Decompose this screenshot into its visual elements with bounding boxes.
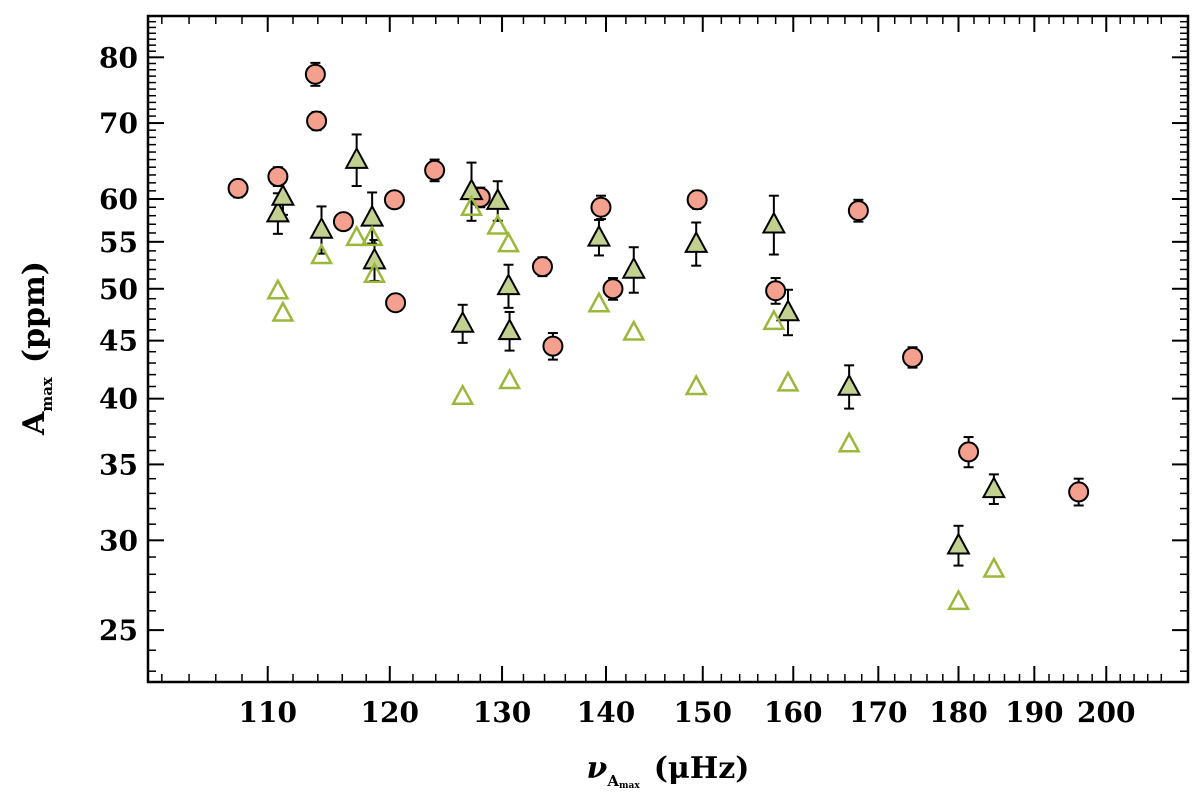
open-triangle-point	[622, 319, 646, 341]
open-triangle-point	[946, 588, 971, 611]
y-tick-label: 25	[99, 614, 138, 647]
circle-point	[847, 200, 869, 222]
circle-point	[306, 110, 328, 132]
open-triangle-point	[497, 367, 522, 390]
x-axis-label-sub: A	[606, 772, 619, 790]
x-axis-label-main: ν	[587, 751, 608, 786]
open-triangle-point	[496, 231, 521, 253]
y-tick-label: 60	[99, 183, 138, 216]
x-tick-label: 120	[361, 696, 419, 729]
circle-point	[227, 177, 249, 199]
circle-point	[765, 280, 787, 302]
open-triangle-point	[486, 213, 510, 235]
x-tick-label: 170	[849, 696, 907, 729]
x-tick-label: 180	[929, 696, 987, 729]
y-axis-label-main: A	[17, 411, 52, 436]
triangle-point	[485, 187, 510, 210]
triangle-point	[344, 146, 369, 169]
open-triangle-point	[362, 261, 387, 283]
triangle-point	[270, 183, 296, 206]
x-tick-label: 190	[1005, 696, 1063, 729]
x-tick-label: 160	[764, 696, 822, 729]
y-tick-label: 40	[99, 383, 138, 416]
open-triangle-point	[345, 224, 369, 247]
open-triangle-point	[271, 300, 295, 322]
circle-point	[686, 189, 708, 211]
circle-point	[267, 166, 289, 188]
y-tick-label: 30	[99, 524, 138, 557]
axis-ticks: 110 120 130 140 150 160 170 180 190 200 25 30 35 40 45…	[99, 16, 1188, 729]
triangle-point	[761, 211, 786, 234]
triangle-point	[586, 224, 612, 247]
open-triangle-point	[762, 308, 786, 331]
triangle-point	[837, 373, 862, 396]
triangle-point	[621, 256, 646, 279]
triangle-point	[946, 532, 971, 555]
triangle-point	[497, 317, 522, 341]
circle-point	[1068, 481, 1090, 503]
open-triangle-point	[309, 242, 334, 265]
circle-point	[385, 292, 407, 314]
y-tick-label: 55	[99, 226, 138, 259]
open-triangle-point	[837, 431, 861, 453]
x-tick-label: 150	[674, 696, 732, 729]
y-tick-label: 45	[99, 325, 138, 358]
open-triangle-point	[776, 370, 800, 392]
triangle-point	[496, 272, 521, 296]
x-axis-label-subsub: max	[619, 781, 640, 791]
circle-point	[958, 441, 980, 463]
plot-frame	[146, 14, 1190, 684]
x-axis-label: νAmax (μHz)	[587, 751, 750, 791]
y-tick-label: 80	[99, 41, 138, 74]
open-triangle-point	[587, 291, 611, 313]
triangle-point	[981, 475, 1007, 499]
circle-point	[590, 196, 612, 218]
circle-point	[542, 335, 564, 357]
x-axis-label-unit: (μHz)	[654, 751, 750, 786]
open-triangle-point	[684, 373, 708, 396]
open-triangle-point	[360, 224, 384, 247]
circle-point	[424, 159, 446, 181]
triangle-point	[362, 246, 387, 270]
triangle-point	[265, 200, 291, 223]
circle-point	[902, 346, 924, 368]
circle-point	[602, 278, 624, 300]
y-tick-label: 70	[99, 107, 138, 140]
circle-point	[383, 189, 405, 211]
error-bars	[233, 61, 1084, 567]
y-tick-label: 50	[99, 273, 138, 306]
triangle-point	[450, 310, 475, 333]
x-tick-label: 140	[577, 696, 635, 729]
open-triangle-point	[982, 556, 1006, 578]
circle-point	[332, 211, 354, 233]
x-tick-label: 130	[473, 696, 531, 729]
circle-point	[531, 256, 553, 278]
triangle-point	[684, 230, 709, 253]
open-triangle-point	[459, 194, 484, 217]
y-tick-label: 35	[99, 448, 138, 481]
open-triangle-point	[451, 383, 475, 405]
y-axis-label: Amax (ppm)	[17, 261, 56, 436]
y-axis-label-unit: (ppm)	[17, 261, 52, 363]
x-tick-label: 200	[1077, 696, 1135, 729]
triangle-point	[309, 216, 334, 239]
data-markers	[227, 63, 1090, 611]
open-triangle-point	[266, 278, 290, 300]
x-tick-label: 110	[239, 696, 297, 729]
triangle-point	[775, 298, 801, 322]
circle-point	[304, 63, 326, 85]
y-axis-label-sub: max	[38, 376, 56, 412]
triangle-point	[359, 204, 385, 227]
